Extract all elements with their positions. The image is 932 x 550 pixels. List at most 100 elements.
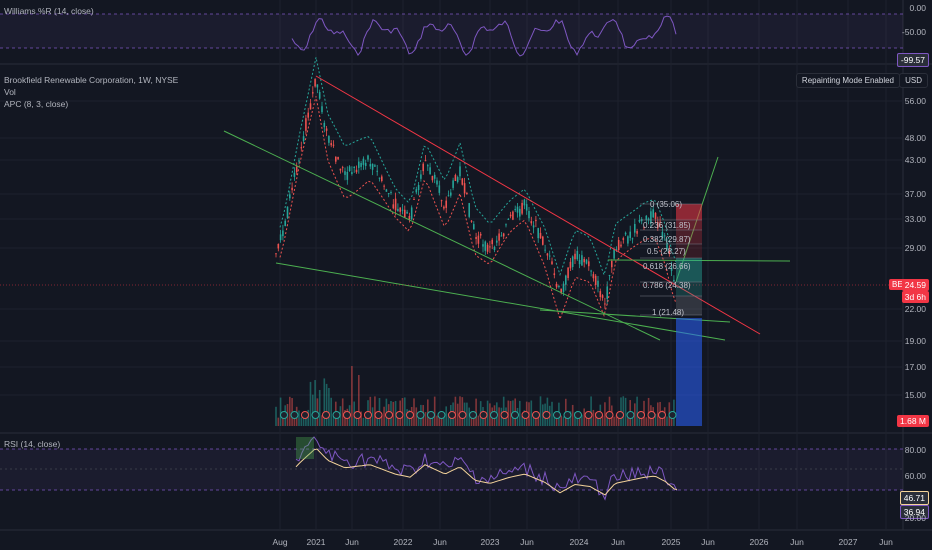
candle-body <box>486 244 489 252</box>
volume-bar <box>459 396 461 426</box>
fib-zone <box>676 220 702 230</box>
candle-body <box>330 143 332 146</box>
volume-bar <box>613 416 615 426</box>
price-axis-label: 22.00 <box>904 304 926 314</box>
fib-zone <box>676 230 702 244</box>
fib-label: 0.382 (29.87) <box>643 235 691 244</box>
volume-bar <box>277 417 280 426</box>
apc-indicator-title[interactable]: APC (8, 3, close) <box>4 99 69 109</box>
volume-bar <box>337 414 339 426</box>
candle-body <box>521 202 523 214</box>
candle-body <box>668 250 671 254</box>
candle-body <box>611 260 613 268</box>
event-marker <box>374 411 383 419</box>
event-marker <box>290 411 299 419</box>
candle-body <box>353 166 355 168</box>
rsi-title[interactable]: RSI (14, close) <box>4 439 61 449</box>
candle-body <box>275 253 277 255</box>
price-axis-label: 17.00 <box>904 362 926 372</box>
candle-body <box>597 280 599 287</box>
event-marker <box>479 411 488 419</box>
candle-body <box>298 160 300 162</box>
volume-bar <box>657 402 659 426</box>
volume-bar <box>636 396 638 426</box>
candle-body <box>415 189 418 193</box>
candle-body <box>571 256 574 268</box>
volume-bar <box>588 417 590 426</box>
candle-body <box>500 235 503 237</box>
candle-body <box>321 106 323 113</box>
candle-body <box>456 177 459 183</box>
candle-body <box>374 165 376 167</box>
projection-box <box>676 318 702 426</box>
candle-body <box>459 166 461 177</box>
candle-body <box>569 261 572 269</box>
volume-bar <box>302 416 305 426</box>
volume-bar <box>355 413 358 426</box>
candle-body <box>592 274 595 279</box>
volume-bar <box>604 402 606 426</box>
candle-body <box>525 204 528 211</box>
x-axis-label: 2027 <box>838 537 858 547</box>
candle-body <box>390 192 392 194</box>
candle-body <box>408 215 411 220</box>
williams-r-title[interactable]: Williams %R (14, close) <box>4 6 94 16</box>
fib-label: 0.618 (26.66) <box>643 262 691 271</box>
volume-bar <box>507 400 510 426</box>
fib-label: 0.786 (24.38) <box>643 281 691 290</box>
volume-bar <box>325 383 328 426</box>
candle-body <box>548 255 551 257</box>
event-marker <box>406 411 414 419</box>
candle-body <box>399 207 401 212</box>
candle-body <box>337 156 339 160</box>
candle-body <box>417 185 420 191</box>
volume-bar <box>394 400 397 426</box>
volume-bar <box>376 417 378 426</box>
event-marker <box>343 411 351 419</box>
candle-body <box>663 235 666 237</box>
candle-body <box>335 156 337 162</box>
candle-body <box>585 259 588 264</box>
volume-bar <box>443 413 445 426</box>
candle-body <box>401 209 404 211</box>
volume-bar <box>358 375 360 426</box>
candle-body <box>344 171 346 175</box>
volume-indicator-title[interactable]: Vol <box>4 87 16 97</box>
candle-body <box>282 230 284 237</box>
volume-bar <box>484 415 487 426</box>
event-marker <box>280 411 288 419</box>
price-axis-label: 56.00 <box>904 96 926 106</box>
candle-body <box>404 209 406 218</box>
event-marker <box>322 411 330 419</box>
event-marker <box>595 411 603 419</box>
volume-bar <box>654 413 657 426</box>
candle-body <box>604 303 606 305</box>
event-marker <box>616 411 624 419</box>
volume-bar <box>300 417 303 426</box>
candle-body <box>410 207 413 220</box>
x-axis-label: Jun <box>433 537 447 547</box>
volume-bar <box>371 407 374 426</box>
candle-body <box>673 279 675 282</box>
trendline-support <box>275 262 726 341</box>
candle-body <box>277 243 280 249</box>
repainting-mode-button[interactable]: Repainting Mode Enabled <box>795 73 900 88</box>
candle-body <box>659 221 661 223</box>
candle-body <box>341 167 344 169</box>
candle-body <box>553 273 556 276</box>
currency-button[interactable]: USD <box>899 73 928 88</box>
symbol-title[interactable]: Brookfield Renewable Corporation, 1W, NY… <box>4 75 179 85</box>
event-marker <box>364 411 372 419</box>
candle-body <box>505 224 507 226</box>
candle-body <box>461 178 464 185</box>
candle-body <box>316 84 319 88</box>
candle-body <box>578 259 581 265</box>
x-axis-label: 2023 <box>480 537 500 547</box>
rsi-axis-label-60: 60.00 <box>904 471 926 481</box>
candle-body <box>369 164 372 167</box>
candle-body <box>537 228 539 239</box>
volume-bar <box>578 413 581 426</box>
candle-body <box>305 118 307 131</box>
candle-body <box>475 236 477 239</box>
